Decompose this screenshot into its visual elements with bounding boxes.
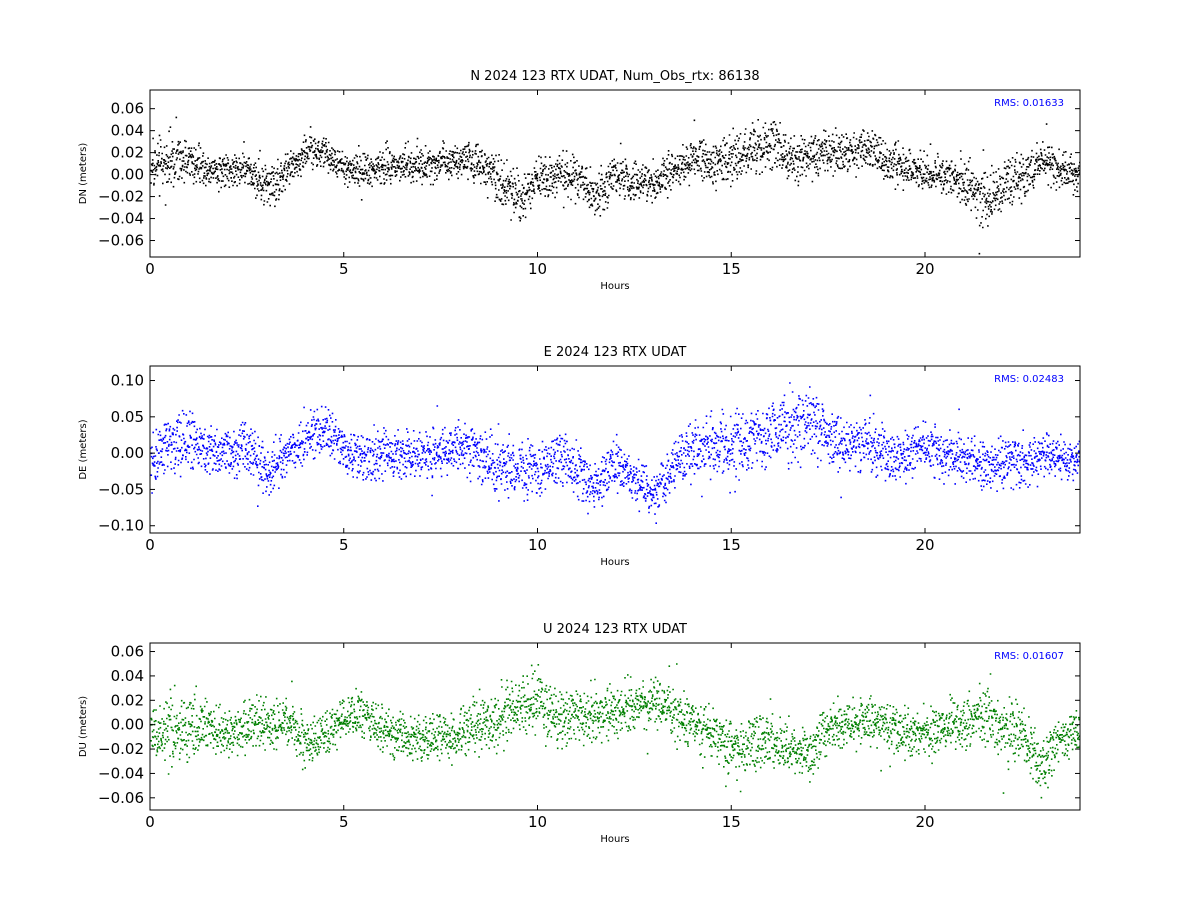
panel-east-ytick-label: −0.10	[98, 517, 144, 535]
panel-north-ytick-label: −0.04	[98, 210, 144, 228]
panel-east-axes-frame	[149, 365, 1081, 534]
panel-up: 0 5 10 15 20 −0.06 −0.04 −0.02 0.00 0.02 0.04 0.06 U…	[78, 622, 1081, 845]
panel-up-rms-annotation: RMS: 0.01607	[994, 651, 1064, 662]
panel-up-title: U 2024 123 RTX UDAT	[543, 622, 687, 637]
panel-east-rms-annotation: RMS: 0.02483	[994, 374, 1064, 385]
panel-up-ylabel: DU (meters)	[78, 696, 89, 757]
panel-east-ylabel: DE (meters)	[78, 419, 89, 479]
panel-up-ytick-label: −0.06	[98, 789, 144, 807]
panel-east-title: E 2024 123 RTX UDAT	[544, 345, 687, 360]
panel-north-rms-annotation: RMS: 0.01633	[994, 98, 1064, 109]
panel-up-ytick-label: −0.04	[98, 764, 144, 782]
panel-north-ytick-label: 0.06	[111, 100, 144, 118]
panel-north-ytick-label: 0.02	[111, 144, 144, 162]
panel-east-xtick-label: 15	[722, 536, 741, 554]
panel-north-ytick-label: −0.02	[98, 188, 144, 206]
panel-north-xtick-label: 10	[528, 260, 547, 278]
panel-up-xtick-label: 5	[339, 813, 349, 831]
panel-up-ytick-label: 0.06	[111, 643, 144, 661]
panel-east-xtick-label: 0	[145, 536, 155, 554]
panel-north-title: N 2024 123 RTX UDAT, Num_Obs_rtx: 86138	[470, 69, 759, 84]
panel-north-ytick-label: 0.00	[111, 166, 144, 184]
panel-up-ytick-label: 0.04	[111, 667, 144, 685]
panel-east-ytick-label: −0.05	[98, 480, 144, 498]
panel-north: 0 5 10 15 20 −0.06 −0.04 −0.02 0.00 0.02 0.04 0.06 N…	[78, 69, 1081, 292]
panel-north-ytick-label: −0.06	[98, 232, 144, 250]
panel-up-ytick-label: −0.02	[98, 740, 144, 758]
panel-up-ytick-label: 0.02	[111, 691, 144, 709]
panel-north-axes-frame	[149, 89, 1081, 258]
panel-up-data-points	[150, 663, 1080, 799]
panel-east-xlabel: Hours	[600, 557, 629, 568]
panel-east-xtick-label: 5	[339, 536, 349, 554]
panel-east-ytick-label: 0.05	[111, 408, 144, 426]
panel-up-xtick-label: 15	[722, 813, 741, 831]
panel-north-xtick-label: 20	[915, 260, 934, 278]
panel-north-xtick-label: 15	[722, 260, 741, 278]
panel-up-xtick-label: 0	[145, 813, 155, 831]
panel-up-xtick-label: 20	[915, 813, 934, 831]
panel-east-ytick-label: 0.10	[111, 372, 144, 390]
panel-north-xtick-label: 5	[339, 260, 349, 278]
panel-north-ytick-label: 0.04	[111, 122, 144, 140]
panel-north-xtick-label: 0	[145, 260, 155, 278]
panel-up-ytick-label: 0.00	[111, 716, 144, 734]
panel-north-xlabel: Hours	[600, 281, 629, 292]
panel-up-axes-frame	[149, 642, 1081, 811]
panel-east-xtick-label: 20	[915, 536, 934, 554]
panel-north-ylabel: DN (meters)	[78, 143, 89, 205]
panel-east: 0 5 10 15 20 −0.10 −0.05 0.00 0.05 0.10 E 2024 123…	[78, 345, 1081, 568]
panel-up-xlabel: Hours	[600, 834, 629, 845]
panel-east-xtick-label: 10	[528, 536, 547, 554]
panel-up-xtick-label: 10	[528, 813, 547, 831]
panel-east-ytick-label: 0.00	[111, 444, 144, 462]
